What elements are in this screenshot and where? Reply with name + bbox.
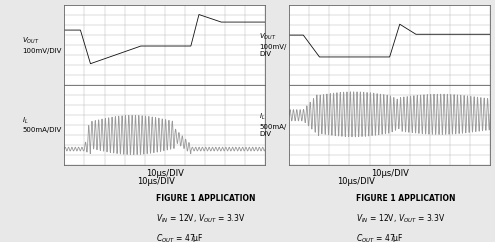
Text: $V_{IN}$ = 12V, $V_{OUT}$ = 3.3V: $V_{IN}$ = 12V, $V_{OUT}$ = 3.3V [156,213,245,226]
Y-axis label: $I_L$
500mA/DIV: $I_L$ 500mA/DIV [22,116,61,134]
Text: $C_{OUT}$ = 47µF: $C_{OUT}$ = 47µF [356,232,404,242]
Y-axis label: $V_{OUT}$
100mV/DIV: $V_{OUT}$ 100mV/DIV [22,36,61,54]
X-axis label: 10µs/DIV: 10µs/DIV [146,169,184,178]
Text: FIGURE 1 APPLICATION: FIGURE 1 APPLICATION [356,194,456,203]
Text: 10µs/DIV: 10µs/DIV [137,177,175,186]
Y-axis label: $V_{OUT}$
100mV/
DIV: $V_{OUT}$ 100mV/ DIV [259,32,287,57]
Y-axis label: $I_L$
500mA/
DIV: $I_L$ 500mA/ DIV [259,112,287,137]
Text: $V_{IN}$ = 12V, $V_{OUT}$ = 3.3V: $V_{IN}$ = 12V, $V_{OUT}$ = 3.3V [356,213,446,226]
Text: $C_{OUT}$ = 47µF: $C_{OUT}$ = 47µF [156,232,203,242]
Text: FIGURE 1 APPLICATION: FIGURE 1 APPLICATION [156,194,255,203]
Text: 10µs/DIV: 10µs/DIV [338,177,375,186]
X-axis label: 10µs/DIV: 10µs/DIV [371,169,408,178]
